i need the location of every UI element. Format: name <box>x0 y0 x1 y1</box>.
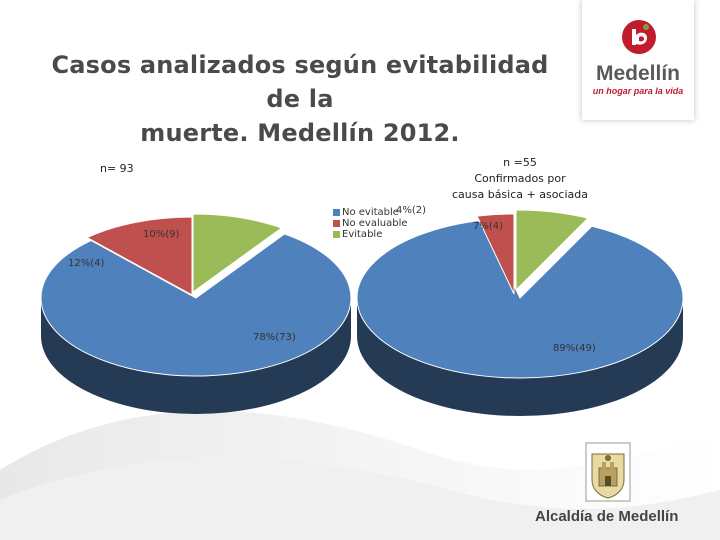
chart-1-label-no-evitable: 78%(73) <box>253 332 296 343</box>
chart-1-slice-evitable <box>192 213 283 293</box>
legend-label-no-evitable: No evitable <box>342 207 399 218</box>
chart-1-label-no-evaluable: 12%(4) <box>68 258 105 269</box>
slide-title: Casos analizados según evitabilidad de l… <box>40 48 560 150</box>
footer-alcaldia: Alcaldía de Medellín <box>535 508 679 525</box>
legend-swatch-no-evaluable <box>333 220 340 227</box>
legend-label-no-evaluable: No evaluable <box>342 218 408 229</box>
chart-2-label-evitable: 7%(4) <box>473 221 504 232</box>
legend-label-evitable: Evitable <box>342 229 383 240</box>
chart-2-subtitle: n =55 Confirmados por causa básica + aso… <box>440 155 600 203</box>
legend: No evitable No evaluable Evitable <box>333 207 408 240</box>
logo-tagline: un hogar para la vida <box>592 86 684 96</box>
title-line-2: muerte. Medellín 2012. <box>140 119 460 147</box>
chart-2-slice-no-evaluable <box>476 213 515 295</box>
legend-swatch-no-evitable <box>333 209 340 216</box>
title-line-1: Casos analizados según evitabilidad de l… <box>51 51 549 113</box>
chart-2-slice-no-evitable <box>356 219 684 379</box>
medellin-logo: Medellín un hogar para la vida <box>582 0 694 120</box>
chart-1-slice-side-no-evitable <box>41 298 351 414</box>
legend-swatch-evitable <box>333 231 340 238</box>
chart-2-slice-side-no-evitable <box>357 298 683 416</box>
legend-item-no-evitable: No evitable <box>333 207 408 218</box>
chart-2-subtitle-line-3: causa básica + asociada <box>451 188 588 201</box>
chart-1-label-evitable: 10%(9) <box>143 229 180 240</box>
chart-2-label-no-evitable: 89%(49) <box>553 343 596 354</box>
legend-item-evitable: Evitable <box>333 229 408 240</box>
chart-1-slice-no-evaluable <box>86 216 193 296</box>
chart-1-subtitle: n= 93 <box>100 162 134 175</box>
chart-1-slice-no-evitable <box>40 233 352 377</box>
chart-2-subtitle-line-2: Confirmados por <box>474 172 566 185</box>
chart-2-slice-evitable <box>515 209 589 292</box>
coat-of-arms-icon <box>585 442 631 502</box>
medellin-logo-icon <box>622 20 656 54</box>
legend-item-no-evaluable: No evaluable <box>333 218 408 229</box>
chart-2-label-no-evaluable: 4%(2) <box>396 205 427 216</box>
chart-2-subtitle-line-1: n =55 <box>503 156 537 169</box>
logo-name: Medellín <box>595 62 680 85</box>
